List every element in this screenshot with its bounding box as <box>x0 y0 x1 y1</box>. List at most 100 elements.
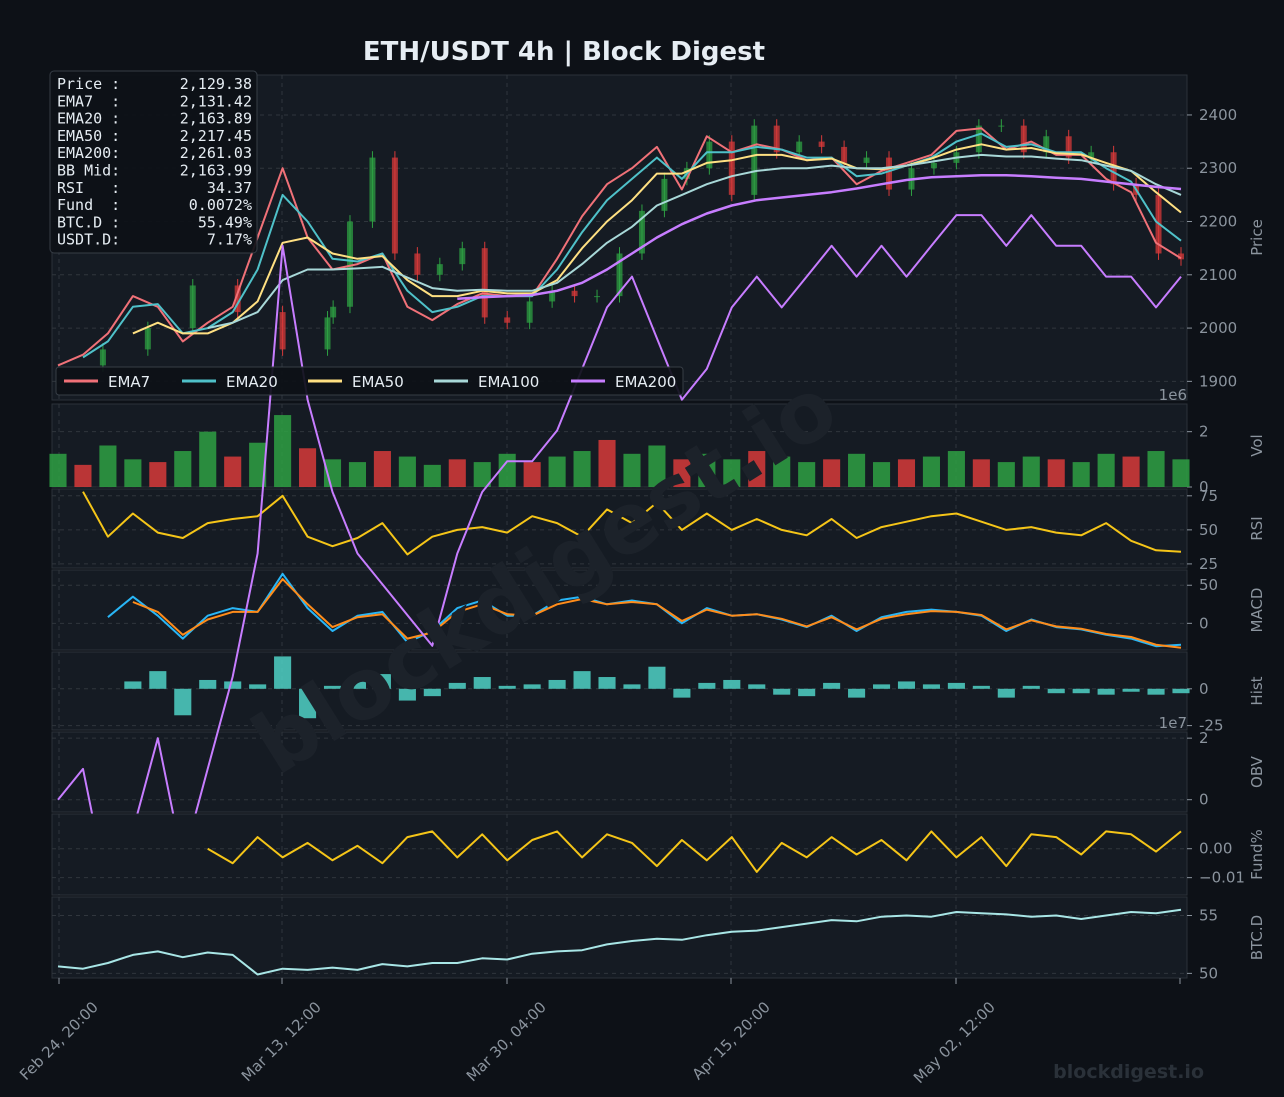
candle-body <box>414 253 421 275</box>
y-scale-label: 1e7 <box>1159 714 1187 732</box>
hist-bar <box>249 684 267 689</box>
y-axis-label: BTC.D <box>1248 915 1266 960</box>
y-axis-label: Hist <box>1248 676 1266 705</box>
info-box-background <box>49 70 258 254</box>
candle-body <box>1065 136 1072 158</box>
volume-bar <box>872 462 891 487</box>
volume-bar <box>773 456 791 487</box>
hist-bar <box>997 688 1015 698</box>
x-tick-label: Feb 24, 20:00 <box>16 998 102 1084</box>
watermark-text: blockdigest.io <box>1053 1061 1204 1083</box>
volume-bar <box>398 456 416 487</box>
panel-rsi: 25 50 75 RSI <box>51 487 1266 573</box>
panel-background <box>51 488 1188 569</box>
panel-hist: -25 0 Hist <box>51 651 1266 735</box>
volume-bar <box>74 464 92 487</box>
info-label: Fund : <box>57 196 120 214</box>
info-value: 34.37 <box>207 179 252 197</box>
candle-body <box>1110 152 1117 185</box>
candle-body <box>459 248 466 265</box>
candle-body <box>661 178 668 211</box>
volume-bar <box>523 462 541 487</box>
volume-bar <box>823 459 841 487</box>
volume-bar <box>49 453 67 487</box>
panel-background <box>51 731 1188 813</box>
hist-bar <box>149 671 167 689</box>
candle-body <box>998 125 1005 127</box>
hist-bar <box>548 679 566 689</box>
y-tick-label: 2200 <box>1199 213 1237 231</box>
candle-body <box>1088 152 1095 158</box>
hist-bar <box>348 679 367 689</box>
hist-bar <box>1122 688 1140 692</box>
y-tick-label: 0 <box>1199 680 1209 698</box>
legend: EMA7 EMA20 EMA50 EMA100 EMA200 <box>55 366 684 396</box>
hist-bar <box>1147 688 1165 695</box>
candle-body <box>481 248 488 318</box>
hist-bar <box>498 685 516 689</box>
y-axis-label: Vol <box>1248 434 1266 456</box>
info-value: 2,129.38 <box>180 75 252 93</box>
volume-bar <box>922 456 940 487</box>
volume-bar <box>124 459 142 487</box>
candle-body <box>189 285 196 329</box>
candle-body <box>930 162 937 169</box>
info-value: 2,163.99 <box>180 162 252 180</box>
hist-bar <box>573 671 591 689</box>
hist-bar <box>648 666 666 689</box>
hist-bar <box>922 684 940 689</box>
info-value: 2,131.42 <box>180 92 252 110</box>
series-ema200 <box>457 173 1182 301</box>
x-tick-label: Mar 13, 12:00 <box>238 998 325 1085</box>
volume-bar <box>249 442 267 487</box>
candle-body <box>391 157 398 254</box>
chart-title: ETH/USDT 4h | Block Digest <box>363 37 765 67</box>
y-axis-label: RSI <box>1248 516 1266 540</box>
hist-bar <box>373 674 391 689</box>
info-label: EMA200: <box>57 144 120 162</box>
y-tick-label: 2300 <box>1199 159 1237 177</box>
volume-bar <box>1147 451 1165 487</box>
y-tick-label: 2000 <box>1199 319 1237 337</box>
hist-bar <box>748 684 766 689</box>
candle-body <box>1043 136 1050 153</box>
hist-bar <box>423 688 441 697</box>
volume-bar <box>99 445 117 487</box>
series-ema7 <box>57 127 1182 367</box>
hist-bar <box>174 688 192 716</box>
volume-bar <box>274 415 292 487</box>
y-tick-label: 1900 <box>1199 372 1237 390</box>
volume-bar <box>997 462 1015 487</box>
legend-label: EMA100 <box>478 373 539 391</box>
hist-bar <box>947 682 965 689</box>
volume-bar <box>149 462 167 487</box>
legend-label: EMA200 <box>615 373 676 391</box>
volume-bar <box>1122 456 1140 487</box>
candle-body <box>1178 253 1184 260</box>
series-vol <box>49 415 1190 487</box>
hist-bar <box>972 685 990 689</box>
volume-bar <box>748 451 766 487</box>
hist-bar <box>473 677 491 689</box>
info-label: RSI : <box>57 179 120 197</box>
y-tick-label: 2 <box>1199 423 1209 441</box>
volume-bar <box>1022 456 1040 487</box>
hist-bar <box>1172 688 1190 694</box>
hist-bar <box>1097 688 1115 695</box>
candle-body <box>594 296 601 298</box>
info-value: 55.49% <box>198 213 252 231</box>
hist-bar <box>773 688 791 695</box>
volume-bar <box>673 459 691 487</box>
hist-bar <box>1047 688 1065 694</box>
info-value: 2,163.89 <box>180 110 252 128</box>
candle-body <box>234 285 241 313</box>
y-axis-label: Price <box>1248 219 1266 256</box>
candle-body <box>571 290 578 297</box>
hist-bar <box>623 684 641 689</box>
volume-bar <box>897 459 916 487</box>
hist-bar <box>1022 685 1040 689</box>
volume-bar <box>1172 459 1190 487</box>
y-tick-label: 25 <box>1199 555 1218 573</box>
volume-bar <box>348 462 367 487</box>
volume-bar <box>423 464 441 487</box>
